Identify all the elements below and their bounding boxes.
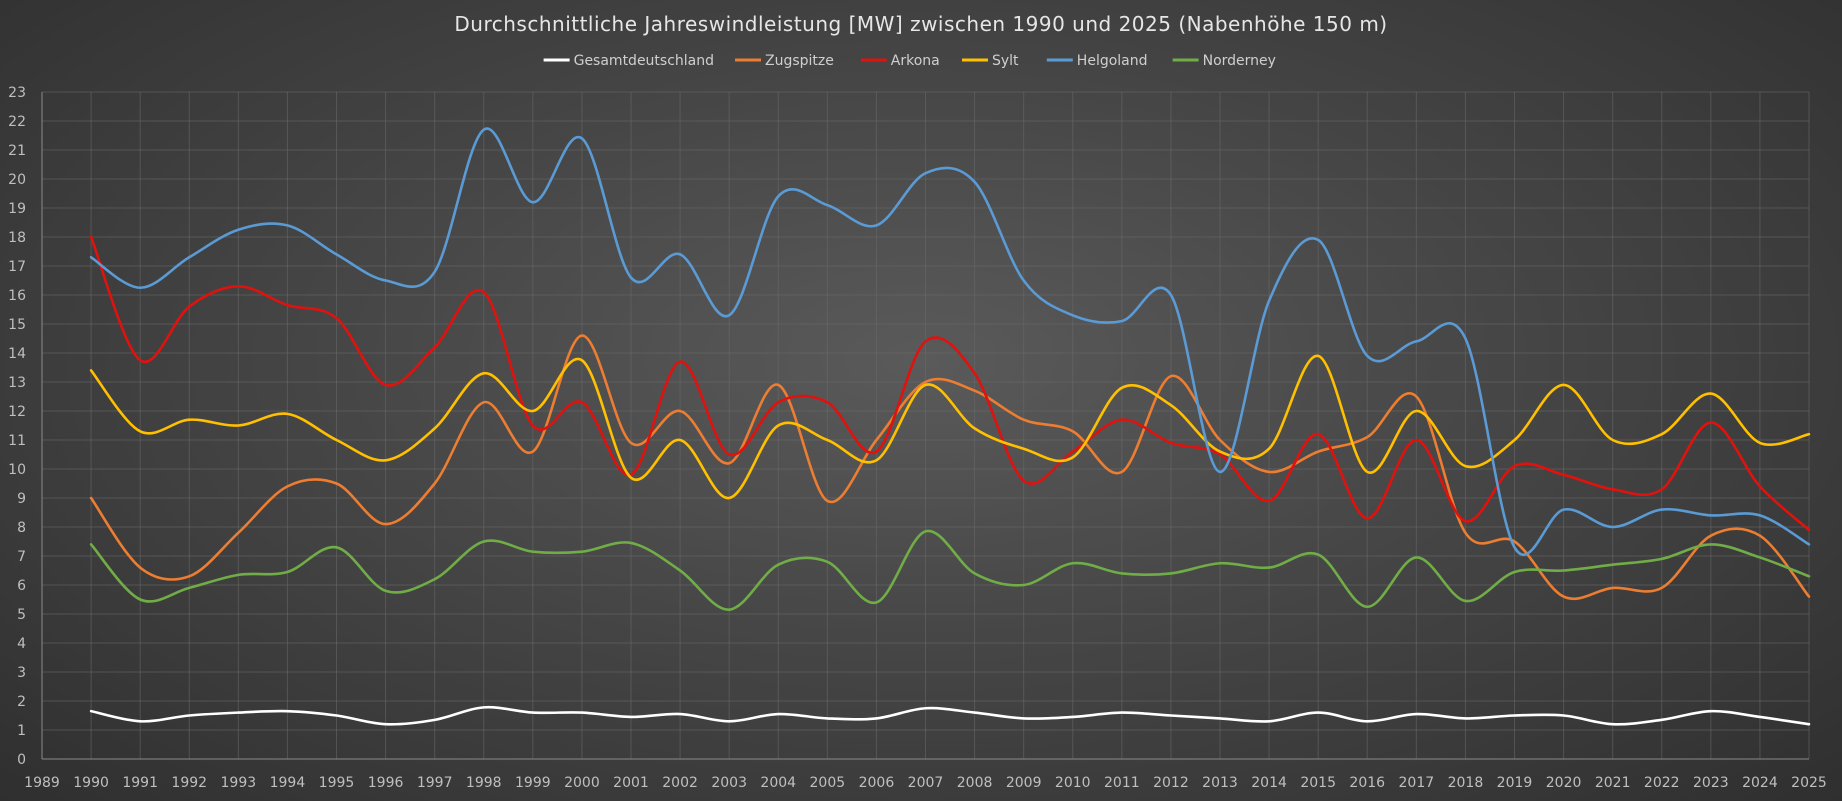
x-axis: 1989 1990 1991 1992 1993 1994 1995 1996 1997 1998… <box>24 758 1827 791</box>
legend-label: Gesamtdeutschland <box>574 53 714 69</box>
x-tick-label: 2004 <box>760 775 796 791</box>
y-tick-label: 16 <box>8 288 26 304</box>
x-tick-label: 1999 <box>515 775 551 791</box>
x-tick-label: 2019 <box>1497 775 1533 791</box>
y-tick-label: 6 <box>17 578 26 594</box>
x-tick-label: 1997 <box>417 775 453 791</box>
series-line-sylt <box>89 354 1811 500</box>
y-tick-label: 20 <box>8 172 26 188</box>
legend-item-zugspitze: Zugspitze <box>735 53 834 69</box>
x-tick-label: 2000 <box>564 775 600 791</box>
x-tick-label: 1993 <box>221 775 257 791</box>
legend-item-arkona: Arkona <box>860 53 940 69</box>
y-tick-label: 2 <box>17 694 26 710</box>
y-tick-label: 8 <box>17 520 26 536</box>
series-line-arkona <box>89 235 1811 532</box>
legend-item-sylt: Sylt <box>962 53 1019 69</box>
y-tick-label: 3 <box>17 665 26 681</box>
x-tick-label: 1994 <box>270 775 306 791</box>
x-tick-label: 1989 <box>24 775 60 791</box>
x-tick-label: 2003 <box>711 775 747 791</box>
grid <box>41 91 1810 760</box>
y-tick-label: 15 <box>8 317 26 333</box>
y-tick-label: 23 <box>8 85 26 101</box>
y-tick-label: 9 <box>17 491 26 507</box>
x-tick-label: 2010 <box>1055 775 1091 791</box>
y-tick-label: 21 <box>8 143 26 159</box>
legend-label: Norderney <box>1203 53 1276 69</box>
y-tick-label: 0 <box>17 752 26 768</box>
y-tick-label: 17 <box>8 259 26 275</box>
x-tick-label: 2024 <box>1742 775 1778 791</box>
x-tick-label: 2022 <box>1644 775 1680 791</box>
x-tick-label: 1998 <box>466 775 502 791</box>
x-tick-label: 1992 <box>171 775 207 791</box>
x-tick-label: 2001 <box>613 775 649 791</box>
series-group <box>89 127 1811 726</box>
x-tick-label: 2002 <box>662 775 698 791</box>
y-tick-label: 11 <box>8 433 26 449</box>
y-tick-label: 13 <box>8 375 26 391</box>
y-tick-label: 14 <box>8 346 26 362</box>
x-tick-label: 2025 <box>1791 775 1827 791</box>
x-tick-label: 2016 <box>1349 775 1385 791</box>
x-tick-label: 1996 <box>368 775 404 791</box>
series-line-gesamtdeutschland <box>89 705 1811 726</box>
series-line-zugspitze <box>89 334 1811 601</box>
x-tick-label: 2015 <box>1300 775 1336 791</box>
x-tick-label: 2020 <box>1546 775 1582 791</box>
x-tick-label: 1991 <box>122 775 158 791</box>
x-tick-label: 2006 <box>859 775 895 791</box>
chart-title: Durchschnittliche Jahreswindleistung [MW… <box>454 12 1387 36</box>
x-tick-label: 2017 <box>1399 775 1435 791</box>
y-tick-label: 12 <box>8 404 26 420</box>
x-tick-label: 2013 <box>1202 775 1238 791</box>
legend: Gesamtdeutschland Zugspitze Arkona Sylt Helg… <box>543 53 1276 69</box>
x-tick-label: 1990 <box>73 775 109 791</box>
y-tick-label: 7 <box>17 549 26 565</box>
x-tick-label: 2021 <box>1595 775 1631 791</box>
x-tick-label: 2023 <box>1693 775 1729 791</box>
y-tick-label: 10 <box>8 462 26 478</box>
legend-item-gesamtdeutschland: Gesamtdeutschland <box>543 53 714 69</box>
x-tick-label: 2012 <box>1153 775 1189 791</box>
legend-label: Arkona <box>891 53 940 69</box>
y-tick-label: 19 <box>8 201 26 217</box>
x-tick-label: 2014 <box>1251 775 1287 791</box>
x-tick-label: 2008 <box>957 775 993 791</box>
y-tick-label: 18 <box>8 230 26 246</box>
y-tick-label: 1 <box>17 723 26 739</box>
x-tick-label: 2011 <box>1104 775 1140 791</box>
legend-label: Zugspitze <box>765 53 834 69</box>
y-tick-label: 5 <box>17 607 26 623</box>
legend-item-norderney: Norderney <box>1172 53 1276 69</box>
x-tick-label: 2009 <box>1006 775 1042 791</box>
series-line-norderney <box>89 529 1811 611</box>
legend-label: Helgoland <box>1077 53 1148 69</box>
x-tick-label: 2018 <box>1448 775 1484 791</box>
y-tick-label: 22 <box>8 114 26 130</box>
legend-label: Sylt <box>992 53 1019 69</box>
x-tick-label: 2005 <box>810 775 846 791</box>
series-line-helgoland <box>89 127 1811 557</box>
legend-item-helgoland: Helgoland <box>1046 53 1148 69</box>
y-tick-label: 4 <box>17 636 26 652</box>
x-tick-label: 2007 <box>908 775 944 791</box>
x-tick-label: 1995 <box>319 775 355 791</box>
